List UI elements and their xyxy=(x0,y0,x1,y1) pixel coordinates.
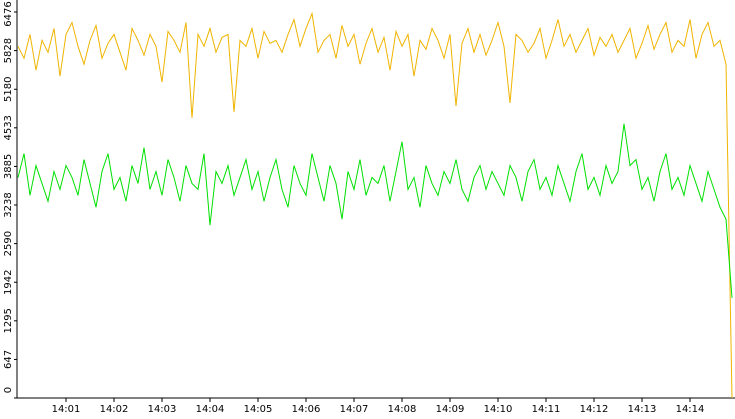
x-tick-label: 14:13 xyxy=(628,404,657,415)
x-tick-label: 14:10 xyxy=(484,404,513,415)
y-tick-label: 6476 xyxy=(3,1,14,26)
x-tick-label: 14:12 xyxy=(580,404,609,415)
y-tick-label: 5828 xyxy=(3,38,14,63)
series-line xyxy=(17,123,733,298)
y-tick-label: 1942 xyxy=(3,270,14,295)
y-tick-label: 3238 xyxy=(3,192,14,217)
x-tick-label: 14:05 xyxy=(244,404,273,415)
y-tick-label: 4533 xyxy=(3,115,14,140)
x-tick-label: 14:02 xyxy=(100,404,129,415)
x-tick-label: 14:04 xyxy=(196,404,225,415)
x-tick-label: 14:11 xyxy=(532,404,561,415)
x-tick-label: 14:09 xyxy=(436,404,465,415)
y-tick-label: 647 xyxy=(3,350,14,369)
series-line xyxy=(17,11,733,399)
y-tick-label: 5180 xyxy=(3,77,14,102)
x-tick-label: 14:07 xyxy=(340,404,369,415)
x-tick-label: 14:14 xyxy=(676,404,705,415)
y-tick-label: 2590 xyxy=(3,231,14,256)
y-tick-label: 1295 xyxy=(3,308,14,333)
x-tick-label: 14:06 xyxy=(292,404,321,415)
x-tick-label: 14:08 xyxy=(388,404,417,415)
x-tick-label: 14:01 xyxy=(52,404,81,415)
y-tick-label: 0 xyxy=(3,387,14,393)
x-tick-label: 14:03 xyxy=(148,404,177,415)
y-tick-label: 3885 xyxy=(3,154,14,179)
